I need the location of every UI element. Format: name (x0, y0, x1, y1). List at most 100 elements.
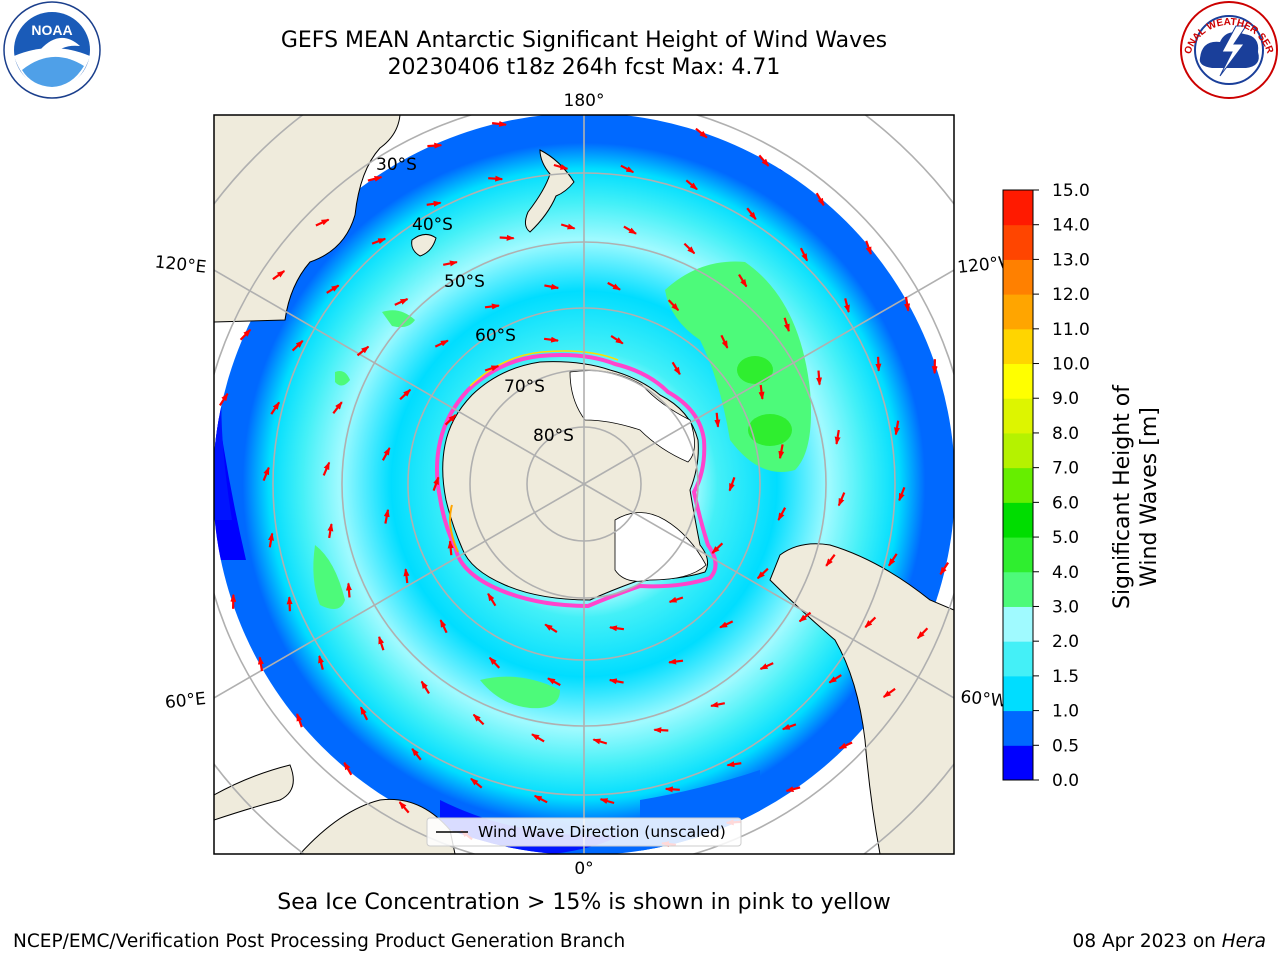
wave-direction-arrow (420, 680, 430, 694)
wave-direction-arrow (607, 281, 621, 291)
wave-direction-arrow (378, 635, 385, 651)
lon-label-180: 180° (564, 91, 605, 111)
wave-direction-arrow (916, 627, 929, 640)
map-frame (213, 114, 955, 855)
wave-direction-arrow (759, 662, 774, 670)
wave-direction-arrow (239, 328, 252, 341)
plot-subtitle: 20230406 t18z 264h fcst Max: 4.71 (387, 55, 781, 80)
wave-direction-arrow (381, 447, 391, 461)
colorbar-segment (1003, 328, 1033, 365)
wave-direction-arrow (653, 727, 669, 734)
lat-label-60s: 60°S (475, 326, 516, 346)
wave-direction-arrow (777, 507, 787, 521)
wave-direction-arrow (746, 207, 757, 220)
wave-direction-arrow (296, 713, 303, 728)
colorbar-tick-label: 1.5 (1052, 667, 1079, 687)
wave-direction-arrow (553, 163, 569, 170)
lat-label-50s: 50°S (444, 272, 485, 292)
africa-land (214, 764, 294, 821)
south-america-land (769, 543, 954, 854)
sea-ice-edge (435, 353, 718, 609)
noaa-logo-text: NOAA (31, 22, 72, 38)
wave-direction-arrow (834, 429, 841, 445)
colorbar-segment (1003, 745, 1033, 781)
wave-direction-arrow (783, 317, 790, 333)
wave-direction-arrow (411, 748, 422, 761)
wave-direction-arrow (439, 619, 448, 634)
wave-direction-arrow (403, 568, 410, 584)
wave-direction-arrow (343, 761, 353, 776)
wave-direction-arrow (714, 412, 721, 428)
wave-direction-arrow (257, 656, 264, 672)
wave-direction-arrow (547, 677, 561, 687)
credit-left: NCEP/EMC/Verification Post Processing Pr… (13, 931, 626, 952)
wave-direction-arrow (484, 303, 500, 310)
colorbar-tick-label: 6.0 (1052, 493, 1079, 513)
wave-direction-arrow (371, 237, 387, 245)
wave-direction-arrow (322, 461, 331, 476)
colorbar-tick-label: 10.0 (1052, 355, 1090, 375)
lat-label-30s: 30°S (376, 155, 417, 175)
credit-date: 08 Apr 2023 on (1072, 931, 1216, 952)
noaa-logo: NOAA (3, 1, 101, 99)
wave-direction-arrow (286, 596, 293, 612)
wave-direction-arrow (432, 476, 440, 491)
colorbar-segment (1003, 432, 1033, 469)
colorbar: 0.0 0.5 1.0 1.5 2.0 3.0 4.0 5.0 6.0 7.0 8.0 9.0 10.0… (1002, 181, 1090, 791)
colorbar-tick-label: 0.0 (1052, 771, 1079, 791)
colorbar-tick-label: 8.0 (1052, 424, 1079, 444)
wave-direction-arrow (882, 687, 896, 698)
wave-direction-arrow (592, 738, 608, 745)
svg-text:NATIONAL WEATHER SERVICE: NATIONAL WEATHER SERVICE (0, 0, 1275, 56)
colorbar-tick-label: 0.5 (1052, 736, 1079, 756)
wave-direction-arrow (332, 401, 343, 414)
wave-direction-arrow (608, 678, 624, 685)
wave-direction-arrow (667, 299, 680, 312)
wave-direction-arrow (544, 283, 560, 290)
map-area: 30°S 40°S 50°S 60°S 70°S 80°S Wind Wave … (214, 115, 954, 854)
colorbar-segment (1003, 537, 1033, 573)
colorbar-segment (1003, 294, 1033, 330)
wave-direction-arrow (270, 401, 281, 415)
wave-direction-arrow (894, 420, 900, 436)
wave-direction-arrow (487, 592, 497, 607)
colorbar-tick-label: 2.0 (1052, 632, 1079, 652)
wave-direction-arrow (543, 336, 559, 343)
colorbar-segment (1003, 571, 1033, 607)
wave-direction-arrow (367, 175, 383, 182)
new-zealand-land (524, 149, 575, 233)
wave-direction-arrow (939, 561, 950, 576)
wave-direction-arrow (327, 523, 334, 539)
colorbar-tick-label: 7.0 (1052, 459, 1079, 479)
wave-direction-arrow (668, 658, 684, 665)
legend-label: Wind Wave Direction (unscaled) (478, 823, 726, 841)
wave-direction-arrow (671, 361, 681, 376)
wave-direction-arrow (560, 223, 576, 230)
wave-direction-arrow (383, 508, 390, 524)
australia-land (214, 115, 401, 323)
wave-direction-arrow (268, 532, 274, 548)
wave-direction-arrows (218, 120, 950, 848)
lat-label-70s: 70°S (504, 377, 545, 397)
colorbar-frame (1002, 189, 1034, 781)
wave-direction-arrow (472, 713, 485, 726)
lon-label-120e: 120°E (154, 252, 208, 277)
wave-direction-arrow (533, 794, 548, 804)
wave-direction-arrow (664, 786, 680, 793)
wave-direction-arrow (815, 192, 825, 207)
wave-direction-arrow (898, 486, 906, 502)
wave-direction-arrow (864, 616, 877, 628)
plot-title: GEFS MEAN Antarctic Significant Height o… (280, 28, 888, 53)
wave-direction-arrow (756, 567, 769, 580)
nws-logo: NATIONAL WEATHER SERVICE (0, 0, 1278, 99)
wave-direction-arrow (488, 175, 504, 182)
wave-direction-arrow (887, 553, 898, 567)
wave-direction-arrow (828, 674, 842, 684)
wave-direction-arrow (488, 656, 501, 669)
wave-direction-arrow (434, 339, 449, 348)
wave-direction-arrow (272, 270, 286, 281)
wave-direction-arrow (623, 225, 637, 235)
credit-machine: Hera (1221, 931, 1266, 952)
wave-direction-arrow (609, 625, 625, 632)
wave-direction-arrow (781, 723, 797, 731)
